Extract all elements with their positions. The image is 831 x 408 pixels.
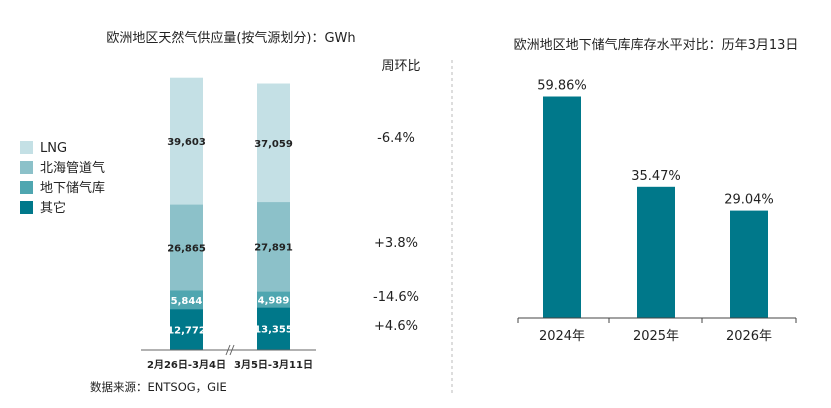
legend-label-other: 其它 [40,200,66,216]
data-source-note: 数据来源：ENTSOG，GIE [90,380,227,394]
wow-change-1: -6.4% [377,131,415,146]
bar-storage-2 [257,291,290,308]
legend-swatch-other [20,201,33,214]
wow-change-header: 周环比 [381,59,420,74]
bar-north-sea-pipeline-1 [170,204,203,291]
category-label-1: 2月26日-3月4日 [147,359,226,371]
wow-change-4: +4.6% [374,319,418,334]
storage-value-label-3: 29.04% [724,193,774,208]
storage-category-label-3: 2026年 [726,329,772,344]
storage-category-label-2: 2025年 [633,329,679,344]
bar-other-1 [170,309,203,350]
bar-north-sea-pipeline-2 [257,202,290,292]
category-label-2: 3月5日-3月11日 [234,359,313,371]
legend-swatch-lng [20,141,33,154]
stacked-supply-chart: 欧洲地区天然气供应量(按气源划分)：GWh 周环比 12,772 5,844 26,… [20,30,421,394]
legend-swatch-storage [20,181,33,194]
storage-value-label-1: 59.86% [537,79,587,94]
storage-bar-1 [543,96,581,318]
storage-bar-3 [730,210,768,318]
bar-storage-1 [170,290,203,310]
legend-label-lng: LNG [40,141,67,156]
storage-bar-2 [637,186,675,318]
data-label-other-1: 12,772 [167,326,206,337]
axis-break-mark [225,344,235,356]
bar-lng-1 [170,77,203,205]
data-label-lng-1: 39,603 [167,137,206,148]
legend-label-storage: 地下储气库 [40,180,105,196]
storage-category-label-1: 2024年 [539,329,585,344]
wow-change-3: -14.6% [373,290,419,305]
legend-swatch-north-sea-pipeline [20,161,33,174]
storage-level-chart: 欧洲地区地下储气库库存水平对比：历年3月13日 59.86% 35.47% 29.0… [514,37,799,344]
data-label-storage-1: 5,844 [171,296,203,307]
data-label-north-sea-pipeline-1: 26,865 [167,243,206,254]
data-label-north-sea-pipeline-2: 27,891 [254,243,293,254]
data-label-other-2: 13,355 [254,325,293,336]
bar-lng-2 [257,83,290,203]
storage-chart-title: 欧洲地区地下储气库库存水平对比：历年3月13日 [514,37,799,53]
data-label-storage-2: 4,989 [258,295,290,306]
wow-change-2: +3.8% [374,236,418,251]
bar-other-2 [257,307,290,350]
data-label-lng-2: 37,059 [254,139,293,150]
storage-value-label-2: 35.47% [631,169,681,184]
legend-label-north-sea-pipeline: 北海管道气 [40,160,105,176]
supply-chart-title: 欧洲地区天然气供应量(按气源划分)：GWh [106,30,355,46]
